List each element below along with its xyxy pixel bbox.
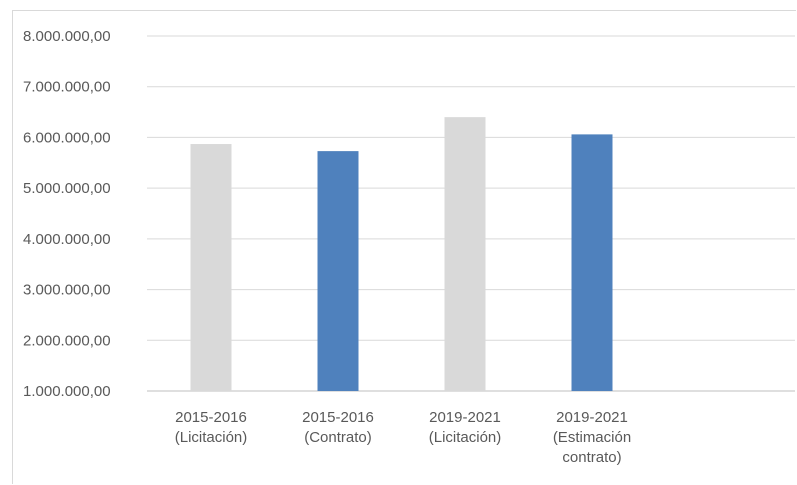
x-tick-label: 2019-2021 <box>429 409 501 426</box>
x-tick-label: (Licitación) <box>175 429 248 446</box>
bar <box>190 144 232 391</box>
x-tick-label: 2015-2016 <box>175 409 247 426</box>
y-tick-label: 5.000.000,00 <box>23 180 111 197</box>
x-tick-label: 2019-2021 <box>556 409 628 426</box>
x-tick-label: 2015-2016 <box>302 409 374 426</box>
bar <box>317 151 359 391</box>
y-tick-label: 3.000.000,00 <box>23 282 111 299</box>
chart-frame <box>12 10 796 484</box>
x-tick-label: (Contrato) <box>304 429 372 446</box>
y-axis-tick-labels: 1.000.000,00 2.000.000,00 3.000.000,00 4.00… <box>23 28 111 400</box>
x-axis-tick-labels: 2015-2016 (Licitación) 2015-2016 (Contrato)… <box>175 409 631 466</box>
y-tick-label: 1.000.000,00 <box>23 383 111 400</box>
x-tick-label: (Licitación) <box>429 429 502 446</box>
x-tick-label: contrato) <box>562 449 621 466</box>
y-tick-label: 7.000.000,00 <box>23 79 111 96</box>
x-tick-label: (Estimación <box>553 429 631 446</box>
y-tick-label: 8.000.000,00 <box>23 28 111 45</box>
y-tick-label: 6.000.000,00 <box>23 129 111 146</box>
y-tick-label: 2.000.000,00 <box>23 332 111 349</box>
y-tick-label: 4.000.000,00 <box>23 231 111 248</box>
bars <box>190 117 613 392</box>
bar <box>571 134 613 391</box>
bar <box>444 117 486 392</box>
